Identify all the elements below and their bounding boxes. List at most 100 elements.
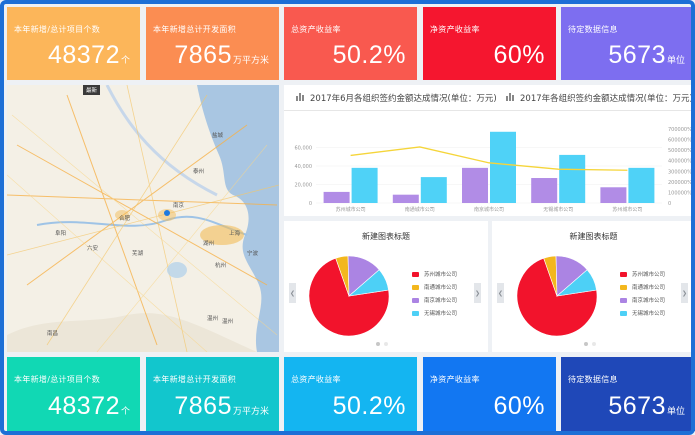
kpi-number: 60%	[493, 41, 545, 69]
pie-chart	[516, 255, 598, 337]
kpi-label: 总资产收益率	[291, 375, 341, 384]
map-city-label: 宁波	[247, 249, 259, 257]
kpi-number: 7865	[174, 41, 232, 69]
kpi-number: 5673	[608, 392, 666, 420]
y-left-tick: 20,000	[295, 183, 313, 189]
legend-item[interactable]: 南通城市公司	[412, 283, 457, 291]
pie-slice[interactable]	[348, 269, 389, 297]
bar-series-2[interactable]	[351, 167, 378, 203]
legend-swatch	[620, 297, 627, 303]
location-marker-icon	[164, 210, 170, 216]
kpi-value: 48372个	[48, 41, 130, 70]
kpi-card[interactable]: 总资产收益率 50.2%	[284, 7, 417, 80]
pie-title: 新建图表标题	[362, 232, 410, 241]
legend-label: 南京城市公司	[632, 298, 666, 304]
kpi-label: 待定数据信息	[568, 375, 618, 384]
y-right-tick: 300000%	[668, 169, 692, 175]
map-city-label: 温州	[222, 317, 233, 325]
bar-series-2[interactable]	[628, 167, 655, 203]
y-left-tick: 60,000	[295, 146, 313, 152]
page-dot-active[interactable]	[376, 342, 380, 346]
kpi-card[interactable]: 总资产收益率 50.2%	[284, 357, 417, 431]
prev-arrow-icon[interactable]: ❮	[289, 283, 296, 303]
kpi-card[interactable]: 本年新增/总计项目个数 48372个	[7, 357, 140, 431]
page-dot[interactable]	[384, 342, 388, 346]
kpi-label: 本年新增/总计项目个数	[14, 25, 100, 34]
kpi-number: 50.2%	[332, 41, 406, 69]
kpi-number: 48372	[47, 41, 120, 69]
next-arrow-icon[interactable]: ❯	[474, 283, 481, 303]
bar-series-1[interactable]	[323, 191, 350, 203]
next-arrow-icon[interactable]: ❯	[681, 283, 688, 303]
kpi-label: 本年新增总计开发面积	[153, 25, 236, 34]
signing-bar-chart-panel: 0 20,000 40,000 60,000 0 100000% 200000% 300000…	[284, 111, 695, 216]
bar-series-1[interactable]	[392, 194, 419, 203]
legend-swatch	[620, 284, 627, 290]
bar-series-2[interactable]	[559, 154, 586, 203]
bar-series-2[interactable]	[490, 131, 516, 203]
kpi-unit: 个	[120, 407, 130, 417]
bar-series-2[interactable]	[420, 177, 447, 203]
map-city-label: 杭州	[215, 261, 226, 269]
legend-label: 苏州城市公司	[632, 272, 666, 278]
page-dot-active[interactable]	[584, 342, 588, 346]
map-city-label: 合肥	[119, 214, 131, 222]
legend-item[interactable]: 苏州城市公司	[620, 270, 665, 278]
pie-slice[interactable]	[516, 257, 598, 337]
y-right-tick: 200000%	[668, 180, 692, 186]
legend-swatch	[412, 297, 419, 303]
kpi-value: 50.2%	[333, 392, 407, 421]
tab-annual-signing[interactable]: 2017年各组织签约金额达成情况(单位：万元)	[506, 85, 693, 111]
kpi-card[interactable]: 本年新增总计开发面积 7865万平方米	[146, 7, 279, 80]
tab-label: 2017年各组织签约金额达成情况(单位：万元)	[520, 94, 693, 104]
bar-series-1[interactable]	[462, 167, 488, 203]
prev-arrow-icon[interactable]: ❮	[497, 283, 504, 303]
legend-label: 无锡城市公司	[424, 311, 458, 317]
bar-series-1[interactable]	[600, 187, 627, 203]
kpi-card[interactable]: 净资产收益率 60%	[423, 7, 556, 80]
kpi-value: 5673单位	[608, 392, 685, 421]
page-dot[interactable]	[592, 342, 596, 346]
kpi-card[interactable]: 净资产收益率 60%	[423, 357, 556, 431]
map-city-label: 阜阳	[55, 229, 66, 237]
map-city-label: 湖州	[203, 239, 214, 247]
bar-chart: 0 20,000 40,000 60,000 0 100000% 200000% 300000…	[295, 127, 693, 213]
legend-item[interactable]: 无锡城市公司	[412, 309, 457, 317]
pie-slice[interactable]	[308, 257, 390, 337]
kpi-value: 5673单位	[608, 41, 685, 70]
legend-item[interactable]: 南京城市公司	[620, 296, 665, 304]
pie-title: 新建图表标题	[569, 232, 618, 241]
kpi-value: 7865万平方米	[174, 392, 269, 421]
pie-chart-panel-right: 新建图表标题 ❮ ❯ 苏州城市公司南通城市公司南京城市公司无锡城市公司	[492, 221, 695, 352]
bar-series-1[interactable]	[531, 178, 558, 203]
x-category-label: 苏州城市公司	[612, 206, 642, 213]
kpi-label: 本年新增/总计项目个数	[14, 375, 100, 384]
tab-monthly-signing[interactable]: 2017年6月各组织签约金额达成情况(单位：万元)	[296, 85, 497, 111]
legend-swatch	[620, 271, 627, 277]
map-city-label: 六安	[87, 244, 99, 252]
pie-slice[interactable]	[556, 269, 597, 297]
legend-item[interactable]: 南通城市公司	[620, 283, 665, 291]
legend-item[interactable]: 南京城市公司	[412, 296, 457, 304]
legend-swatch	[620, 310, 627, 316]
kpi-card[interactable]: 待定数据信息 5673单位	[561, 357, 695, 431]
line-series[interactable]	[350, 146, 628, 171]
kpi-card[interactable]: 本年新增/总计项目个数 48372个	[7, 7, 140, 80]
legend-swatch	[412, 310, 419, 316]
pie-chart	[308, 255, 390, 337]
x-category-label: 无锡城市公司	[543, 206, 573, 213]
legend-item[interactable]: 无锡城市公司	[620, 309, 665, 317]
y-right-tick: 100000%	[668, 190, 692, 196]
legend-item[interactable]: 苏州城市公司	[412, 270, 457, 278]
kpi-card[interactable]: 本年新增总计开发面积 7865万平方米	[146, 357, 279, 431]
y-left-tick: 0	[309, 201, 312, 207]
kpi-card[interactable]: 待定数据信息 5673单位	[561, 7, 695, 80]
x-category-label: 南通城市公司	[405, 206, 435, 213]
tab-label: 2017年6月各组织签约金额达成情况(单位：万元)	[310, 94, 497, 104]
legend-label: 南京城市公司	[424, 298, 458, 304]
kpi-number: 48372	[47, 392, 120, 420]
chart-tab-bar: 2017年6月各组织签约金额达成情况(单位：万元) 2017年各组织签约金额达成…	[284, 85, 695, 111]
kpi-unit: 单位	[666, 407, 685, 417]
region-map[interactable]: 上海 南京 合肥 杭州 宁波 温州 湖州 泰州 盐城 阜阳 六安 芜湖 南昌 温州 最新	[7, 85, 279, 352]
